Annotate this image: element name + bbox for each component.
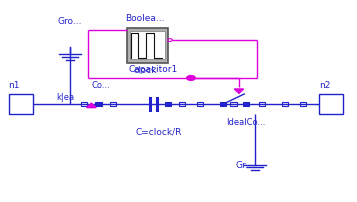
Bar	[127, 28, 168, 63]
Bar	[220, 102, 226, 106]
Bar	[282, 102, 288, 106]
Bar	[230, 102, 237, 106]
Bar	[179, 102, 185, 106]
Bar	[300, 102, 306, 106]
Text: Gr...: Gr...	[235, 161, 254, 170]
Bar	[130, 31, 165, 59]
Text: C=clock/R: C=clock/R	[136, 127, 182, 136]
Text: Capacitor1: Capacitor1	[129, 65, 178, 74]
Text: clock: clock	[133, 66, 156, 75]
Bar	[165, 102, 171, 106]
Bar	[81, 102, 87, 106]
Text: Gro...: Gro...	[57, 17, 82, 26]
Bar	[197, 102, 203, 106]
Circle shape	[187, 76, 195, 80]
Bar	[319, 94, 343, 114]
Text: Co...: Co...	[91, 81, 110, 90]
Text: IdealCo...: IdealCo...	[226, 118, 266, 127]
Text: k|ea: k|ea	[56, 94, 74, 102]
Bar	[110, 102, 116, 106]
Bar	[259, 102, 265, 106]
Polygon shape	[87, 103, 96, 108]
Bar	[95, 102, 102, 106]
Bar	[243, 102, 249, 106]
Polygon shape	[234, 89, 243, 93]
Text: n1: n1	[9, 81, 20, 90]
Bar	[9, 94, 33, 114]
Text: Boolea...: Boolea...	[125, 14, 165, 23]
Text: n2: n2	[319, 81, 330, 90]
